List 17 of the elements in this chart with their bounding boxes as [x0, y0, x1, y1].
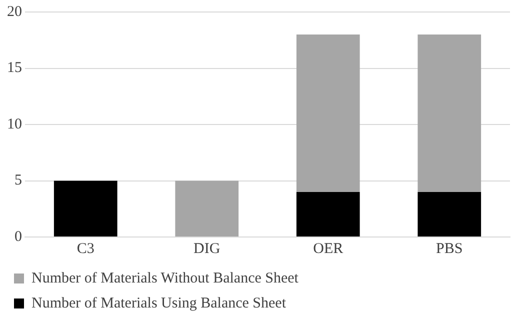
x-tick-label: OER — [313, 240, 344, 257]
bar — [418, 34, 482, 192]
legend-label: Number of Materials Without Balance Sheet — [32, 270, 300, 286]
y-tick-label: 20 — [7, 4, 22, 20]
bar — [296, 192, 360, 236]
y-tick-label: 10 — [7, 116, 22, 132]
bar — [175, 180, 239, 236]
bar — [54, 180, 118, 236]
x-tick-label: C3 — [76, 240, 94, 257]
y-tick-label: 5 — [14, 172, 22, 189]
bar — [418, 192, 482, 236]
y-tick-label: 0 — [14, 228, 22, 245]
y-tick-label: 15 — [7, 60, 22, 76]
x-tick-label: DIG — [194, 240, 220, 257]
x-tick-label: PBS — [436, 240, 463, 257]
legend-label: Number of Materials Using Balance Sheet — [32, 295, 287, 312]
bar — [296, 34, 360, 192]
